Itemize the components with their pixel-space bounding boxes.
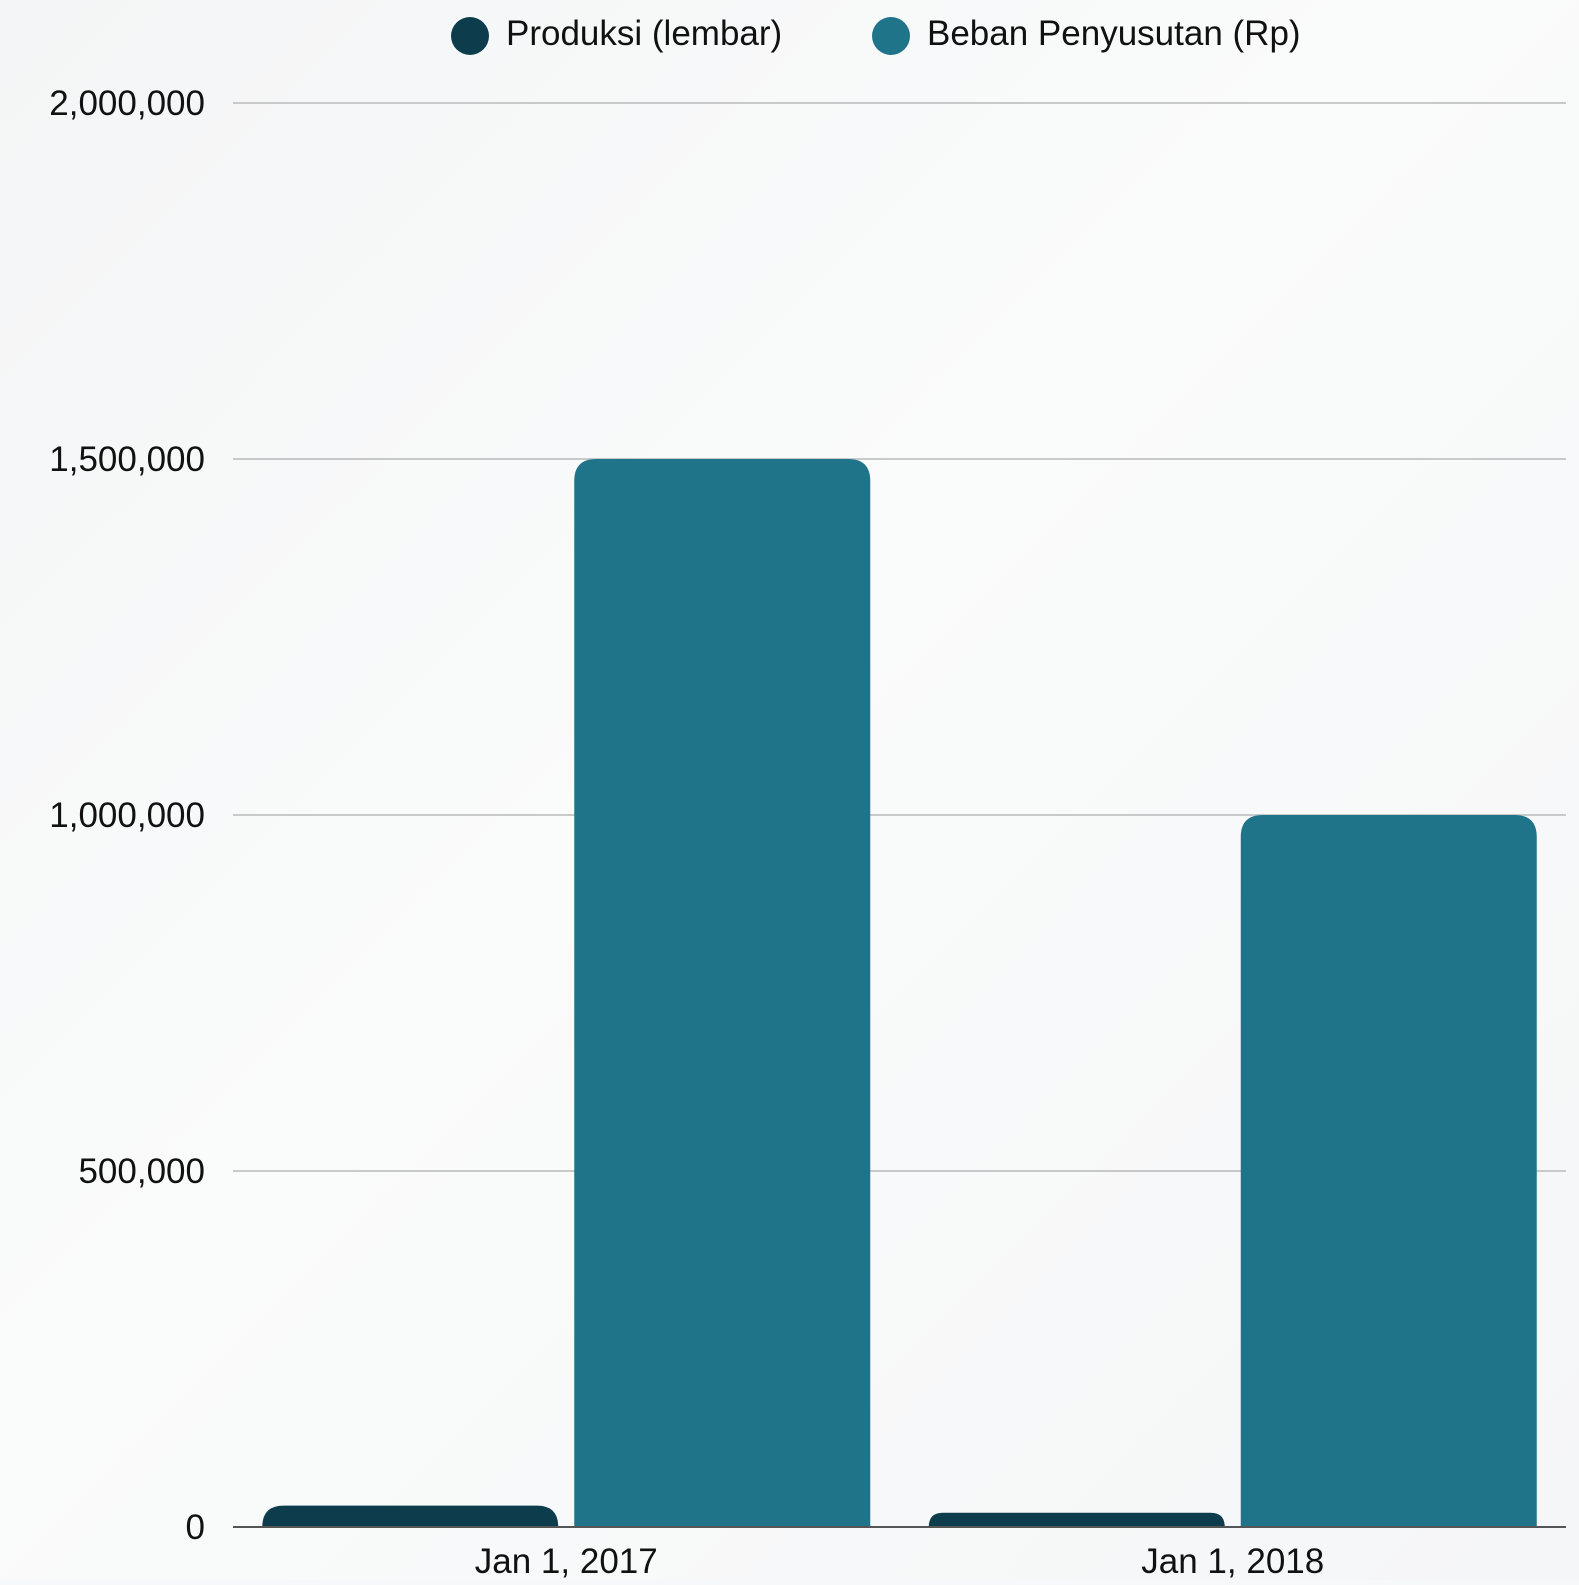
bar-beban-penyusutan-1 bbox=[574, 459, 871, 1527]
bar-produksi-1 bbox=[262, 1505, 559, 1527]
y-tick-label: 500,000 bbox=[78, 1152, 205, 1191]
bar-produksi-2 bbox=[928, 1512, 1225, 1527]
legend-swatch bbox=[872, 17, 910, 55]
legend-label: Beban Penyusutan (Rp) bbox=[927, 14, 1301, 53]
legend-label: Produksi (lembar) bbox=[506, 14, 782, 53]
y-tick-label: 2,000,000 bbox=[49, 84, 205, 123]
y-tick-label: 0 bbox=[186, 1508, 205, 1547]
bars bbox=[262, 459, 1537, 1527]
y-tick-label: 1,000,000 bbox=[49, 796, 205, 835]
y-axis-ticks: 0 500,000 1,000,000 1,500,000 2,000,000 bbox=[49, 84, 205, 1547]
x-axis-ticks: Jan 1, 2017 Jan 1, 2018 bbox=[475, 1542, 1324, 1581]
y-tick-label: 1,500,000 bbox=[49, 440, 205, 479]
legend: Produksi (lembar) Beban Penyusutan (Rp) bbox=[451, 14, 1301, 55]
legend-swatch bbox=[451, 17, 489, 55]
x-tick-label: Jan 1, 2018 bbox=[1141, 1542, 1324, 1580]
bar-beban-penyusutan-2 bbox=[1240, 815, 1537, 1527]
x-tick-label: Jan 1, 2017 bbox=[475, 1542, 658, 1580]
